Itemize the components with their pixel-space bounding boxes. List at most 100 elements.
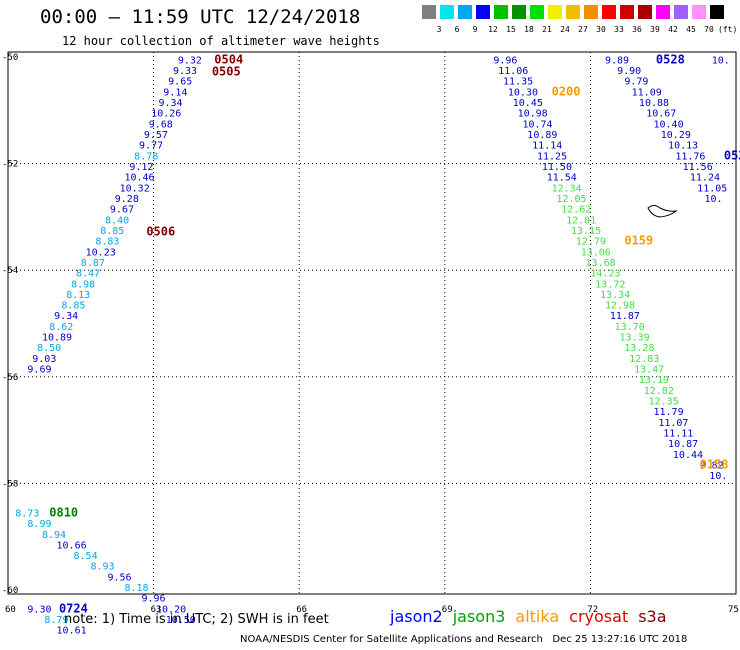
wave-height-value: 8.98 — [71, 279, 95, 290]
wave-height-value: 11.50 — [542, 162, 572, 173]
wave-height-value: 12.34 — [552, 183, 582, 194]
legend-swatch — [584, 5, 598, 19]
legend-label: 42 — [668, 25, 678, 34]
lat-tick-label: -52 — [2, 160, 18, 170]
legend-label: 27 — [578, 25, 588, 34]
legend-label: 18 — [524, 25, 534, 34]
graticule — [8, 52, 736, 594]
wave-height-value: 10.61 — [57, 626, 87, 637]
map-title: 00:00 – 11:59 UTC 12/24/2018 — [40, 6, 361, 28]
wave-height-value: 10.32 — [120, 183, 150, 194]
pass-time-label: 0810 — [49, 505, 78, 519]
wave-height-value: 8.85 — [61, 301, 85, 312]
wave-height-value: 8.54 — [74, 551, 98, 562]
wave-height-value: 11.25 — [537, 151, 567, 162]
wave-height-labels: 9.329.339.659.149.3410.269.689.579.778.7… — [15, 55, 730, 636]
legend-swatch — [530, 5, 544, 19]
legend-unit: (ft) — [718, 25, 738, 34]
wave-height-value: 8.73 — [15, 508, 39, 519]
wave-height-value: 9.28 — [115, 194, 139, 205]
wave-height-value: 9.69 — [27, 365, 51, 376]
wave-height-value: 8.47 — [76, 269, 100, 280]
legend-swatch — [602, 5, 616, 19]
pass-time-label: 0504 — [214, 52, 243, 66]
legend-swatch — [656, 5, 670, 19]
wave-height-value: 9.90 — [617, 66, 641, 77]
map-frame — [7, 51, 737, 595]
lon-tick-label: 69 — [442, 605, 453, 615]
wave-height-value: 10.46 — [124, 173, 154, 184]
wave-height-value: 9.30 — [27, 604, 51, 615]
legend-swatch — [548, 5, 562, 19]
wave-height-value: 9.32 — [178, 55, 202, 66]
wave-height-value: 9.14 — [163, 87, 187, 98]
wave-height-value: 10.98 — [518, 109, 548, 120]
wave-height-value: 9.89 — [605, 55, 629, 66]
legend-swatch — [476, 5, 490, 19]
map-subtitle: 12 hour collection of altimeter wave hei… — [62, 34, 380, 48]
wave-height-value: 9.03 — [32, 354, 56, 365]
legend-label: 9 — [472, 25, 478, 34]
legend-label: 45 — [686, 25, 696, 34]
legend-swatch — [458, 5, 472, 19]
lat-tick-label: -60 — [2, 586, 18, 596]
wave-height-value: 10.44 — [673, 450, 703, 461]
wave-height-value: 10.30 — [508, 87, 538, 98]
wave-height-value: 8.50 — [37, 343, 61, 354]
wave-height-value: 8.78 — [134, 151, 158, 162]
legend-label: 30 — [596, 25, 606, 34]
wave-height-value: 9.96 — [493, 55, 517, 66]
satellite-name: cryosat — [569, 607, 629, 626]
wave-height-value: 9.34 — [54, 311, 78, 322]
legend-label: 15 — [506, 25, 516, 34]
wave-height-value: 11.54 — [547, 173, 577, 184]
wave-height-value: 8.85 — [100, 226, 124, 237]
pass-time-label: 0505 — [212, 65, 241, 79]
legend-label: 33 — [614, 25, 624, 34]
legend-swatch — [440, 5, 454, 19]
legend-swatch — [494, 5, 508, 19]
wave-height-value: 11.06 — [498, 66, 528, 77]
lon-tick-label: 63 — [151, 605, 162, 615]
legend-swatch — [674, 5, 688, 19]
wave-height-value: 11.24 — [690, 173, 720, 184]
wave-height-value: 11.76 — [675, 151, 705, 162]
lon-tick-label: 75 — [728, 605, 739, 615]
satellite-name: jason3 — [452, 607, 506, 626]
wave-height-value: 10.23 — [86, 247, 116, 258]
legend-label: 3 — [436, 25, 442, 34]
legend-swatch — [512, 5, 526, 19]
wave-height-value: 10.66 — [57, 540, 87, 551]
wave-height-value: 9.56 — [107, 572, 131, 583]
legend-label: 6 — [454, 25, 460, 34]
wave-height-value: 12.98 — [605, 301, 635, 312]
wave-height-value: 12.62 — [561, 205, 591, 216]
wave-height-value: 8.83 — [95, 237, 119, 248]
legend-swatch — [566, 5, 580, 19]
wave-height-value: 13.70 — [615, 322, 645, 333]
pass-time-label: 0200 — [552, 84, 581, 98]
pass-time-label: 0724 — [59, 601, 88, 615]
lat-tick-label: -56 — [2, 373, 18, 383]
wave-height-value: 11.35 — [503, 77, 533, 88]
wave-height-value: 8.18 — [124, 583, 148, 594]
wave-height-value: 12.05 — [556, 194, 586, 205]
wave-height-value: 11.79 — [653, 407, 683, 418]
wave-height-value: 14.23 — [590, 269, 620, 280]
wave-height-value: 13.34 — [600, 290, 630, 301]
wave-height-value: 9.57 — [144, 130, 168, 141]
wave-height-value: 9.96 — [141, 594, 165, 605]
wave-height-value: 10.13 — [668, 141, 698, 152]
wave-height-value: 8.94 — [42, 530, 66, 541]
footer-note: note: 1) Time is in UTC; 2) SWH is in fe… — [64, 612, 329, 627]
wave-height-value: 13.47 — [634, 365, 664, 376]
wave-height-value: 10.26 — [151, 109, 181, 120]
wave-height-value: 10.89 — [527, 130, 557, 141]
wave-height-value: 8.62 — [49, 322, 73, 333]
wave-height-value: 10.20 — [156, 604, 186, 615]
legend-swatch — [638, 5, 652, 19]
axis-ticks: -50 -52 -54 -56 -58 -60 60 63 66 69 72 75 — [2, 53, 739, 615]
wave-height-value: 8.13 — [66, 290, 90, 301]
satellite-name: s3a — [638, 607, 667, 626]
